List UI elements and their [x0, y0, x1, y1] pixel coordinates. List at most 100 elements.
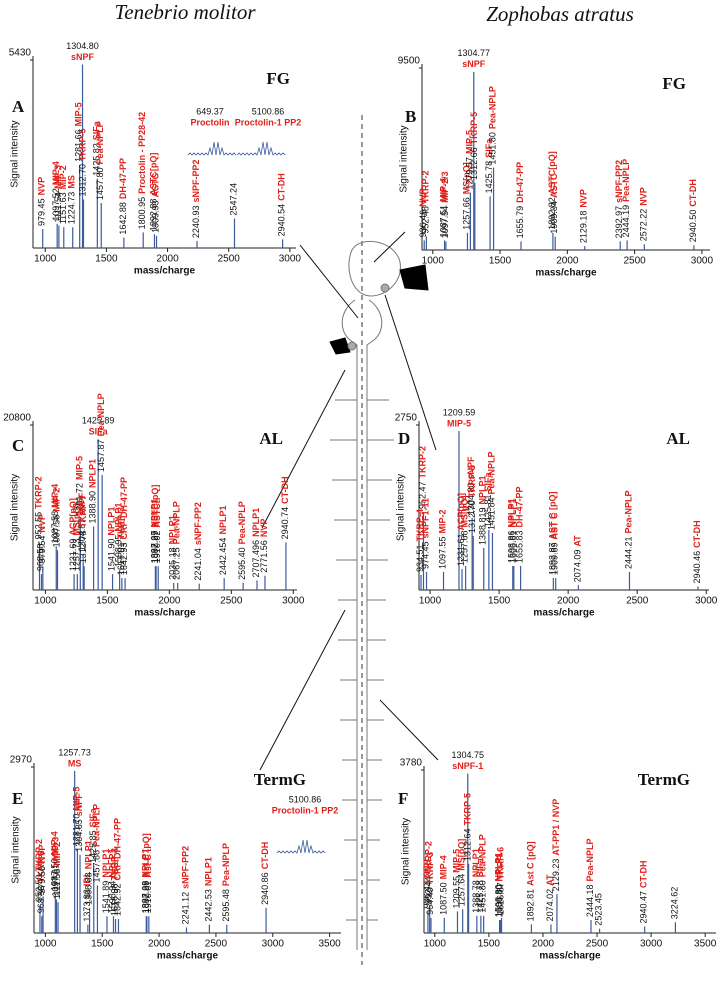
- peak-mz-label: 968.53: [36, 886, 46, 914]
- peak-mz-label: 1304.80: [66, 41, 99, 51]
- peak-name-label: NVP: [579, 189, 589, 208]
- peak-label: 1598.94 NPLP1: [108, 849, 118, 914]
- peak-name-label: Pea-NPLP: [172, 501, 182, 544]
- peak-mz-label: 968.58: [36, 544, 46, 572]
- peak-name-label: MIP-2: [52, 842, 62, 866]
- x-tick-label: 1500: [95, 254, 118, 265]
- x-tick-label: 2500: [586, 939, 609, 950]
- peak-name-label: NPLP1: [471, 848, 481, 877]
- inset-name: Proctolin: [190, 117, 229, 127]
- peak-name-label: NVP: [259, 519, 269, 538]
- peak-mz-label: 1541.90: [107, 539, 117, 572]
- peak-mz-label: 2241.12: [181, 892, 191, 925]
- peak-label: 2444.18 Pea-NPLP: [585, 839, 595, 918]
- x-tick-label: 2500: [220, 596, 243, 607]
- x-axis-label: mass/charge: [533, 608, 595, 619]
- x-tick-label: 1000: [34, 254, 57, 265]
- peak-mz-label: 1388.819: [478, 507, 488, 545]
- peak-mz-label: 1087.50: [439, 882, 449, 915]
- peak-mz-label: 2523.45: [594, 893, 604, 926]
- peak-name-label: MIP-5: [447, 418, 471, 428]
- peak-label: 1312.70 TKRP-5: [468, 465, 478, 533]
- peak-mz-label: 1388.90: [88, 491, 98, 524]
- panel-letter: B: [405, 107, 416, 126]
- peak-label: 1655.79 DH-47-PP: [515, 162, 525, 239]
- peak-label: 2240.93 sNPF-PP2: [191, 160, 201, 239]
- peak-mz-label: 1655.83: [515, 530, 525, 563]
- panel-letter: A: [12, 97, 25, 116]
- x-tick-label: 1000: [424, 939, 447, 950]
- peak-name-label: Pea-NPLP: [478, 834, 488, 877]
- peak-label: 1388.819 NPLP1: [478, 475, 488, 545]
- peak-label: 1451.80 Pea-NPLP: [478, 834, 488, 913]
- peak-mz-label: 2547.24: [229, 183, 239, 216]
- peak-name-label: SIFa: [475, 857, 485, 877]
- peak-mz-label: 2035.18: [168, 547, 178, 580]
- peak-mz-label: 2241.04: [194, 548, 204, 581]
- peak-label: 2442.454 NPLP1: [219, 506, 229, 576]
- peak-name-label: MS[pQ]: [462, 162, 472, 194]
- peak-name-label: sNPF: [74, 793, 84, 817]
- peak-name-label: CT-DH: [692, 520, 702, 548]
- peak-name-label: AST C [pQ]: [548, 491, 558, 539]
- spectrum-panel: C AL 1000 1500 2000 2500 3000 20800 mass/charge S…: [3, 393, 305, 618]
- x-tick-label: 2000: [148, 939, 171, 950]
- region-tag: TermG: [254, 770, 306, 789]
- x-tick-label: 1500: [96, 596, 119, 607]
- peak-name-label: ASTC[pQ]: [150, 485, 160, 528]
- x-tick-label: 3000: [640, 939, 663, 950]
- connector: [384, 294, 437, 451]
- peak-label: 1257.73 MS[pQ]: [72, 504, 82, 572]
- peak-label: 1087.56 MIP-4: [50, 831, 60, 891]
- region-tag: TermG: [638, 770, 690, 789]
- x-tick-label: 1000: [34, 596, 57, 607]
- region-tag: FG: [662, 74, 686, 93]
- peak-name-label: MS[pQ]: [460, 495, 470, 527]
- peak-label: 1541.90 NPLP1: [107, 507, 117, 572]
- peak-name-label: ACP[pQ]: [68, 498, 78, 536]
- peak-name-label: Pea-NPLP: [238, 501, 248, 544]
- peak-mz-label: 1800.95: [138, 197, 148, 230]
- peak-name-label: CT-DH: [688, 179, 698, 207]
- peak-label: 1087.51 MIP-4: [439, 178, 449, 238]
- peak-mz-label: 2940.46: [692, 551, 702, 584]
- peak-name-label: TKRP-4: [415, 509, 425, 542]
- peak-label: 1616.98 TKRP-3: [110, 848, 120, 916]
- peak-name-label: ASTC[pQ]: [149, 153, 159, 196]
- peak-name-label: TKRP-5: [468, 465, 478, 498]
- peak-name-label: NVP: [419, 188, 429, 207]
- peak-mz-label: 1281.72: [75, 483, 85, 516]
- peak-name-label: MS[pQ]: [457, 839, 467, 871]
- peak-label: 1909.89 AST C: [550, 512, 560, 575]
- peak-mz-label: 1541.89: [101, 881, 111, 914]
- peak-label: 1425.81 SIFa: [483, 471, 493, 527]
- peak-label: 2444.19 Pea-NPLP: [621, 159, 631, 238]
- peak-mz-label: 1642.92: [113, 883, 123, 916]
- peak-mz-label: 979.54: [37, 536, 47, 564]
- peak-name-label: NPLP1: [507, 498, 517, 527]
- peak-mz-label: 1892.88: [149, 199, 159, 232]
- spectrum-panel: A FG 1000 1500 2000 2500 3000 5430 mass/charge Si…: [9, 41, 302, 277]
- peak-mz-label: 1257.73: [72, 539, 82, 572]
- peak-mz-label: 2771.56: [259, 540, 269, 573]
- peak-name-label: sNPF-1: [452, 761, 483, 771]
- peak-mz-label: 1257.66: [462, 197, 472, 230]
- peak-name-label: MS: [68, 758, 82, 768]
- peak-name-label: NPLP1: [508, 498, 518, 527]
- peak-mz-label: 1097.55: [438, 536, 448, 569]
- peak-label: 2241.12 sNPF-PP2: [181, 846, 191, 925]
- inset-spectrum: [236, 141, 286, 156]
- peak-mz-label: 1097.61: [51, 864, 61, 897]
- peak-mz-label: 1388.78: [471, 880, 481, 913]
- peak-name-label: TKRP-5: [463, 793, 473, 826]
- peak-name-label: ASTC: [153, 503, 163, 528]
- peak-label: 2940.50 CT-DH: [688, 179, 698, 242]
- peak-mz-label: 2074.02: [545, 889, 555, 922]
- peak-mz-label: 1616.87: [496, 882, 506, 915]
- peak-name-label: MIP-5: [74, 102, 84, 126]
- x-tick-label: 2000: [156, 254, 179, 265]
- peak-mz-label: 2442.454: [219, 538, 229, 576]
- region-tag: AL: [666, 429, 690, 448]
- ganglion: [347, 341, 357, 351]
